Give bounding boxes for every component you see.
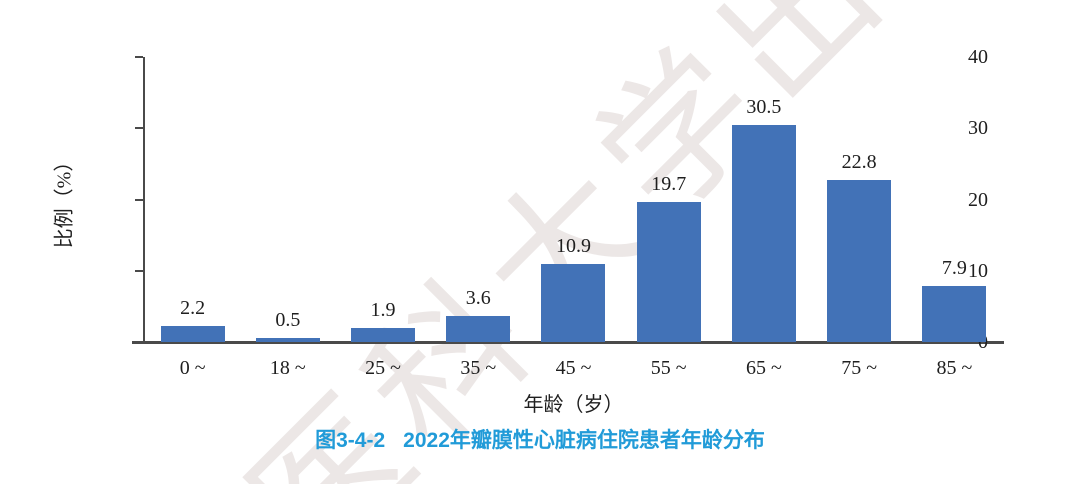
x-tick-label: 65 ~ bbox=[746, 357, 782, 379]
x-axis-line bbox=[132, 341, 1004, 344]
bar bbox=[351, 328, 416, 342]
x-tick-label: 25 ~ bbox=[365, 357, 401, 379]
bar bbox=[446, 316, 511, 342]
bars-group: 2.2 0 ~ 0.5 18 ~ 1.9 25 ~ 3.6 35 ~ 10.9 45 ~ 19.7 5… bbox=[145, 57, 1002, 379]
y-axis-tick-mark bbox=[135, 198, 143, 201]
bar bbox=[636, 201, 701, 342]
x-tick-label: 0 ~ bbox=[179, 357, 206, 379]
bar-slot: 10.9 45 ~ bbox=[526, 57, 621, 379]
bar bbox=[160, 326, 225, 342]
bar-value-label: 22.8 bbox=[841, 150, 877, 173]
x-tick-label: 75 ~ bbox=[841, 357, 878, 379]
bar-slot: 7.9 85 ~ bbox=[907, 57, 1002, 379]
bar bbox=[255, 338, 320, 342]
caption-figure-label: 图3-4-2 bbox=[315, 429, 386, 452]
bar-value-label: 7.9 bbox=[941, 256, 967, 279]
figure-caption: 图3-4-2 2022年瓣膜性心脏病住院患者年龄分布 bbox=[0, 424, 1080, 454]
y-axis-tick-mark bbox=[135, 269, 143, 272]
bar-value-label: 1.9 bbox=[370, 299, 396, 322]
x-tick-label: 18 ~ bbox=[269, 357, 306, 379]
caption-title: 2022年瓣膜性心脏病住院患者年龄分布 bbox=[403, 429, 765, 452]
bar-slot: 3.6 35 ~ bbox=[431, 57, 526, 379]
y-axis-tick-mark bbox=[135, 341, 143, 343]
bar-slot: 2.2 0 ~ bbox=[145, 57, 240, 379]
bar-value-label: 3.6 bbox=[465, 287, 491, 310]
x-tick-label: 35 ~ bbox=[460, 357, 497, 379]
bar-slot: 0.5 18 ~ bbox=[240, 57, 335, 379]
x-tick-label: 45 ~ bbox=[555, 357, 592, 379]
x-tick-label: 55 ~ bbox=[650, 357, 687, 379]
bar bbox=[541, 264, 606, 342]
bar bbox=[731, 124, 796, 342]
bar-value-label: 0.5 bbox=[275, 309, 301, 332]
y-axis-line bbox=[143, 57, 145, 342]
bar-value-label: 2.2 bbox=[180, 297, 206, 320]
y-axis-tick-label: 30 bbox=[968, 117, 988, 140]
y-axis-title: 比例（%） bbox=[53, 151, 76, 249]
bar-value-label: 19.7 bbox=[651, 172, 687, 195]
x-axis-title: 年龄（岁） bbox=[523, 394, 624, 416]
x-tick-label: 85 ~ bbox=[936, 357, 973, 379]
bar-value-label: 30.5 bbox=[746, 95, 782, 118]
y-axis-tick-mark bbox=[135, 127, 143, 130]
plot-area: 0 10 20 30 40 2.2 0 ~ 0.5 18 ~ 1.9 25 ~ 3.6 35 ~ 10.… bbox=[132, 47, 1004, 379]
y-axis-tick-label: 0 bbox=[978, 331, 988, 353]
y-axis-tick-label: 10 bbox=[968, 259, 988, 282]
bar-slot: 30.5 65 ~ bbox=[716, 57, 811, 379]
bar-slot: 19.7 55 ~ bbox=[621, 57, 716, 379]
bar-slot: 22.8 75 ~ bbox=[812, 57, 907, 379]
bar-value-label: 10.9 bbox=[555, 235, 591, 258]
bar-slot: 1.9 25 ~ bbox=[335, 57, 430, 379]
y-axis-tick-label: 20 bbox=[968, 188, 988, 211]
y-axis-tick-label: 40 bbox=[968, 46, 988, 68]
bar bbox=[827, 179, 892, 342]
y-axis-tick-mark bbox=[135, 56, 143, 58]
bar bbox=[922, 285, 987, 342]
